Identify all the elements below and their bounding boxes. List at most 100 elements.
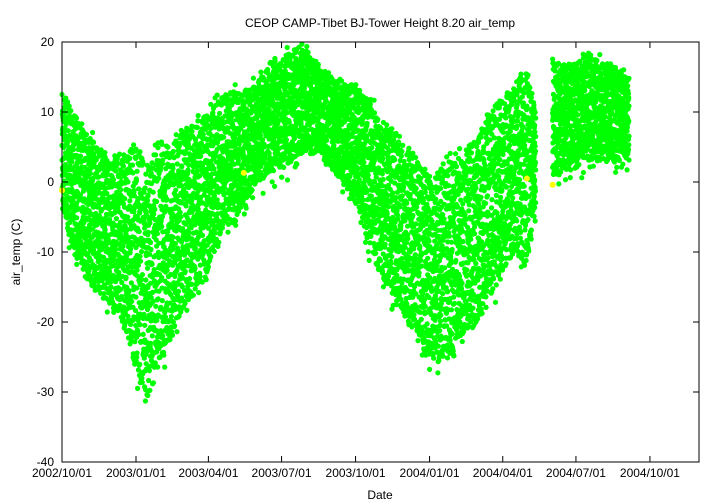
data-point bbox=[149, 261, 155, 267]
data-point bbox=[152, 206, 158, 212]
data-point bbox=[365, 172, 371, 178]
data-point bbox=[294, 161, 300, 167]
data-point bbox=[159, 213, 166, 219]
data-point bbox=[102, 150, 108, 156]
data-point bbox=[135, 385, 141, 391]
data-point bbox=[197, 273, 203, 279]
data-point bbox=[146, 368, 152, 374]
data-point bbox=[116, 269, 122, 275]
data-point bbox=[115, 160, 121, 167]
data-point bbox=[150, 229, 156, 235]
data-point bbox=[77, 192, 84, 198]
data-point bbox=[132, 339, 138, 345]
data-point bbox=[117, 151, 123, 157]
data-point bbox=[159, 275, 165, 281]
data-point bbox=[200, 131, 206, 137]
data-point bbox=[131, 188, 137, 194]
data-point bbox=[266, 107, 272, 113]
data-point bbox=[102, 227, 108, 233]
data-point bbox=[379, 171, 385, 177]
data-point bbox=[266, 150, 272, 156]
data-point bbox=[168, 271, 174, 278]
data-point bbox=[385, 155, 391, 161]
data-point bbox=[118, 187, 124, 193]
data-point bbox=[208, 253, 214, 260]
data-point bbox=[189, 128, 195, 134]
data-point bbox=[159, 141, 165, 147]
data-point bbox=[134, 350, 140, 356]
data-point bbox=[216, 239, 222, 245]
data-point bbox=[190, 202, 196, 208]
data-point bbox=[139, 379, 145, 385]
data-point bbox=[143, 277, 149, 283]
data-point bbox=[139, 272, 145, 278]
data-point bbox=[211, 166, 217, 172]
data-point bbox=[150, 289, 156, 295]
data-point bbox=[195, 234, 202, 240]
data-point bbox=[177, 253, 183, 259]
data-point bbox=[150, 380, 156, 386]
data-point bbox=[149, 333, 155, 339]
data-point bbox=[160, 333, 166, 339]
data-point bbox=[390, 190, 396, 196]
data-point bbox=[110, 177, 117, 183]
data-point bbox=[228, 165, 234, 172]
data-point bbox=[154, 231, 160, 237]
data-point bbox=[140, 331, 146, 337]
data-point bbox=[389, 254, 395, 260]
data-point bbox=[137, 361, 143, 367]
data-point bbox=[192, 286, 198, 292]
data-point bbox=[169, 218, 175, 225]
data-point bbox=[164, 196, 170, 202]
data-point bbox=[101, 291, 107, 297]
data-point bbox=[331, 142, 337, 148]
data-point bbox=[382, 241, 388, 247]
data-point bbox=[221, 185, 228, 191]
data-point bbox=[88, 258, 94, 264]
data-point bbox=[137, 253, 143, 259]
data-point bbox=[385, 204, 392, 210]
data-point bbox=[249, 187, 255, 193]
data-point bbox=[136, 228, 142, 235]
data-point bbox=[380, 268, 386, 274]
data-point bbox=[125, 179, 131, 185]
data-point bbox=[140, 160, 146, 166]
data-point bbox=[162, 314, 169, 320]
data-point bbox=[148, 246, 154, 253]
data-point bbox=[134, 285, 140, 291]
data-point bbox=[199, 232, 206, 238]
data-point bbox=[241, 211, 247, 217]
data-point bbox=[141, 189, 147, 195]
data-point bbox=[162, 364, 168, 370]
data-point bbox=[182, 300, 188, 306]
data-point bbox=[94, 196, 100, 203]
data-point bbox=[353, 82, 359, 88]
data-point bbox=[371, 97, 377, 103]
data-point bbox=[139, 276, 145, 283]
data-point bbox=[69, 166, 75, 173]
data-point bbox=[73, 115, 80, 121]
data-point bbox=[93, 157, 99, 163]
data-point bbox=[368, 233, 374, 239]
data-point bbox=[155, 145, 161, 151]
data-point bbox=[145, 229, 151, 235]
data-point bbox=[70, 197, 76, 203]
data-point bbox=[159, 224, 165, 230]
data-point bbox=[90, 175, 96, 181]
data-point bbox=[269, 179, 275, 185]
data-point bbox=[177, 209, 183, 215]
data-point bbox=[164, 267, 170, 274]
data-point bbox=[139, 375, 145, 381]
data-point bbox=[165, 144, 171, 150]
data-point bbox=[170, 148, 176, 155]
data-point bbox=[176, 288, 182, 294]
data-point bbox=[173, 187, 179, 193]
data-point bbox=[179, 164, 185, 170]
data-point bbox=[137, 322, 143, 328]
data-point bbox=[179, 239, 185, 245]
data-point bbox=[133, 178, 140, 184]
data-point bbox=[375, 116, 381, 122]
data-point bbox=[384, 122, 390, 128]
data-point bbox=[136, 331, 142, 338]
data-point bbox=[127, 155, 133, 161]
